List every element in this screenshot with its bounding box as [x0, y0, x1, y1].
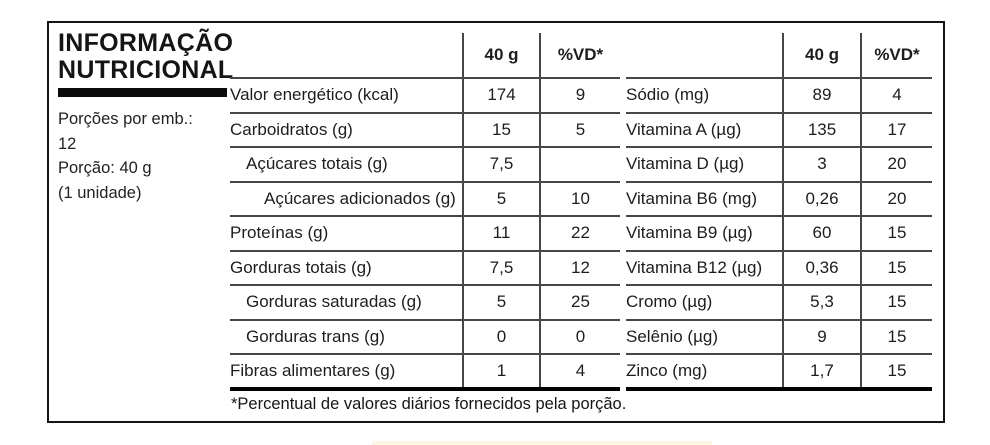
- nutrient-label: Vitamina B12 (µg): [626, 250, 783, 286]
- table-row: Fibras alimentares (g) 1 4: [230, 354, 620, 391]
- nutrient-dv: 15: [860, 250, 932, 286]
- table-row: Vitamina B9 (µg) 60 15: [626, 216, 932, 252]
- table-row: Zinco (mg) 1,7 15: [626, 354, 932, 391]
- nutrition-table-right: 40 g %VD* Sódio (mg) 89 4 Vitamina A (µg…: [626, 33, 932, 391]
- nutrient-dv: 20: [860, 147, 932, 183]
- nutrient-amount: 11: [462, 216, 540, 252]
- table-header-row: 40 g %VD*: [230, 33, 620, 79]
- nutrient-amount: 3: [782, 147, 861, 183]
- nutrient-label: Gorduras totais (g): [230, 250, 463, 286]
- nutrient-label: Açúcares totais (g): [230, 147, 463, 183]
- nutrient-amount: 135: [782, 112, 861, 148]
- servings-per-package-value: 12: [58, 134, 77, 153]
- label-title-line-2: NUTRICIONAL: [58, 56, 234, 84]
- nutrient-amount: 7,5: [462, 147, 540, 183]
- nutrient-label: Vitamina D (µg): [626, 147, 783, 183]
- table-row: Selênio (µg) 9 15: [626, 319, 932, 355]
- nutrient-amount: 15: [462, 112, 540, 148]
- nutrient-dv: 15: [860, 285, 932, 321]
- table-header-row: 40 g %VD*: [626, 33, 932, 79]
- table-row: Cromo (µg) 5,3 15: [626, 285, 932, 321]
- serving-unit: (1 unidade): [58, 183, 142, 202]
- nutrient-dv: 15: [860, 319, 932, 355]
- nutrient-dv: 25: [539, 285, 620, 321]
- nutrient-label: Fibras alimentares (g): [230, 354, 463, 391]
- nutrient-dv: 15: [860, 354, 932, 391]
- nutrient-dv: 0: [539, 319, 620, 355]
- table-row: Vitamina D (µg) 3 20: [626, 147, 932, 183]
- table-row: Gorduras trans (g) 0 0: [230, 319, 620, 355]
- nutrient-amount: 60: [782, 216, 861, 252]
- nutrient-label: Carboidratos (g): [230, 112, 463, 148]
- table-row: Açúcares adicionados (g) 5 10: [230, 181, 620, 217]
- nutrient-label: Cromo (µg): [626, 285, 783, 321]
- nutrient-amount: 5,3: [782, 285, 861, 321]
- nutrient-dv: 20: [860, 181, 932, 217]
- label-title-line-1: INFORMAÇÃO: [58, 29, 234, 57]
- column-header-empty: [230, 33, 463, 79]
- nutrient-amount: 174: [462, 78, 540, 114]
- nutrient-amount: 0: [462, 319, 540, 355]
- table-row: Gorduras saturadas (g) 5 25: [230, 285, 620, 321]
- column-header-dv: %VD*: [860, 33, 932, 79]
- label-title: INFORMAÇÃO NUTRICIONAL: [58, 30, 234, 84]
- column-header-amount: 40 g: [782, 33, 861, 79]
- table-row: Vitamina A (µg) 135 17: [626, 112, 932, 148]
- nutrient-dv: 12: [539, 250, 620, 286]
- nutrient-amount: 5: [462, 285, 540, 321]
- column-header-amount: 40 g: [462, 33, 540, 79]
- title-divider-bar: [58, 88, 227, 97]
- nutrition-table-left: 40 g %VD* Valor energético (kcal) 174 9 …: [230, 33, 620, 391]
- nutrient-label: Selênio (µg): [626, 319, 783, 355]
- nutrient-dv: 17: [860, 112, 932, 148]
- column-header-dv: %VD*: [539, 33, 620, 79]
- nutrition-label-box: INFORMAÇÃO NUTRICIONAL Porções por emb.:…: [47, 21, 945, 423]
- nutrient-amount: 0,26: [782, 181, 861, 217]
- nutrient-label: Sódio (mg): [626, 78, 783, 114]
- nutrient-label: Gorduras trans (g): [230, 319, 463, 355]
- nutrient-dv: 9: [539, 78, 620, 114]
- nutrient-amount: 7,5: [462, 250, 540, 286]
- table-row: Vitamina B12 (µg) 0,36 15: [626, 250, 932, 286]
- nutrient-label: Vitamina A (µg): [626, 112, 783, 148]
- table-row: Gorduras totais (g) 7,5 12: [230, 250, 620, 286]
- nutrient-amount: 1,7: [782, 354, 861, 391]
- servings-info: Porções por emb.: 12 Porção: 40 g (1 uni…: [58, 107, 193, 205]
- nutrient-dv: 22: [539, 216, 620, 252]
- table-row: Proteínas (g) 11 22: [230, 216, 620, 252]
- table-row: Açúcares totais (g) 7,5: [230, 147, 620, 183]
- nutrient-label: Vitamina B9 (µg): [626, 216, 783, 252]
- nutrient-dv: 4: [860, 78, 932, 114]
- nutrient-dv: 4: [539, 354, 620, 391]
- nutrient-amount: 5: [462, 181, 540, 217]
- column-header-empty: [626, 33, 783, 79]
- nutrient-label: Gorduras saturadas (g): [230, 285, 463, 321]
- background-artifact: [372, 441, 712, 445]
- footnote: *Percentual de valores diários fornecido…: [231, 395, 627, 413]
- serving-size: Porção: 40 g: [58, 159, 152, 177]
- nutrient-label: Açúcares adicionados (g): [230, 181, 463, 217]
- table-row: Sódio (mg) 89 4: [626, 78, 932, 114]
- table-row: Carboidratos (g) 15 5: [230, 112, 620, 148]
- nutrient-amount: 0,36: [782, 250, 861, 286]
- nutrient-dv: [539, 147, 620, 183]
- nutrient-amount: 1: [462, 354, 540, 391]
- nutrient-dv: 5: [539, 112, 620, 148]
- servings-per-package-label: Porções por emb.:: [58, 110, 193, 128]
- nutrient-amount: 89: [782, 78, 861, 114]
- nutrient-amount: 9: [782, 319, 861, 355]
- nutrient-dv: 10: [539, 181, 620, 217]
- nutrient-label: Proteínas (g): [230, 216, 463, 252]
- nutrient-label: Zinco (mg): [626, 354, 783, 391]
- table-row: Vitamina B6 (mg) 0,26 20: [626, 181, 932, 217]
- nutrient-dv: 15: [860, 216, 932, 252]
- table-row: Valor energético (kcal) 174 9: [230, 78, 620, 114]
- nutrient-label: Vitamina B6 (mg): [626, 181, 783, 217]
- nutrient-label: Valor energético (kcal): [230, 78, 463, 114]
